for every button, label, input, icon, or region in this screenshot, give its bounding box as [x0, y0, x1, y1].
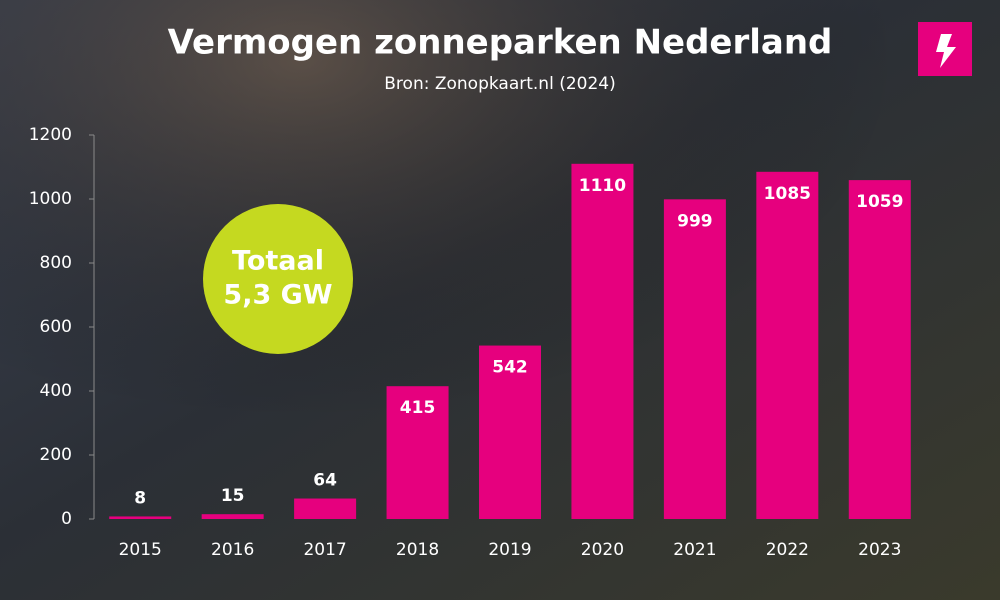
bar	[479, 345, 541, 519]
x-tick-label: 2015	[119, 540, 162, 560]
bar	[294, 498, 357, 519]
value-label: 1059	[856, 192, 903, 212]
y-tick-label: 1000	[29, 189, 72, 209]
x-tick-label: 2017	[303, 540, 346, 560]
badge-text: Totaal	[232, 246, 324, 277]
y-tick-label: 800	[40, 253, 72, 273]
bar	[109, 516, 172, 519]
value-label: 1110	[579, 176, 626, 196]
value-label: 15	[221, 486, 245, 506]
logo-icon	[936, 34, 956, 68]
y-tick-label: 600	[40, 317, 72, 337]
y-tick-label: 400	[40, 381, 72, 401]
x-tick-label: 2016	[211, 540, 254, 560]
x-tick-label: 2021	[673, 540, 716, 560]
bar	[386, 386, 449, 519]
value-label: 1085	[764, 184, 811, 204]
y-tick-label: 1200	[29, 125, 72, 145]
y-tick-label: 0	[61, 509, 72, 529]
value-label: 999	[677, 211, 713, 231]
total-badge	[203, 204, 353, 354]
x-tick-label: 2022	[766, 540, 809, 560]
value-label: 415	[400, 398, 436, 418]
chart-title: Vermogen zonneparken Nederland	[168, 23, 833, 63]
x-tick-label: 2018	[396, 540, 439, 560]
x-tick-label: 2023	[858, 540, 901, 560]
value-label: 64	[313, 471, 337, 491]
bar	[571, 163, 634, 520]
bar	[201, 514, 264, 519]
value-label: 542	[492, 358, 528, 378]
value-label: 8	[134, 488, 146, 508]
x-tick-label: 2020	[581, 540, 624, 560]
bar	[848, 180, 911, 519]
chart-subtitle: Bron: Zonopkaart.nl (2024)	[384, 74, 615, 94]
y-tick-label: 200	[40, 445, 72, 465]
bar	[663, 199, 726, 519]
bar	[756, 171, 819, 520]
x-tick-label: 2019	[488, 540, 531, 560]
badge-text: 5,3 GW	[223, 280, 332, 311]
